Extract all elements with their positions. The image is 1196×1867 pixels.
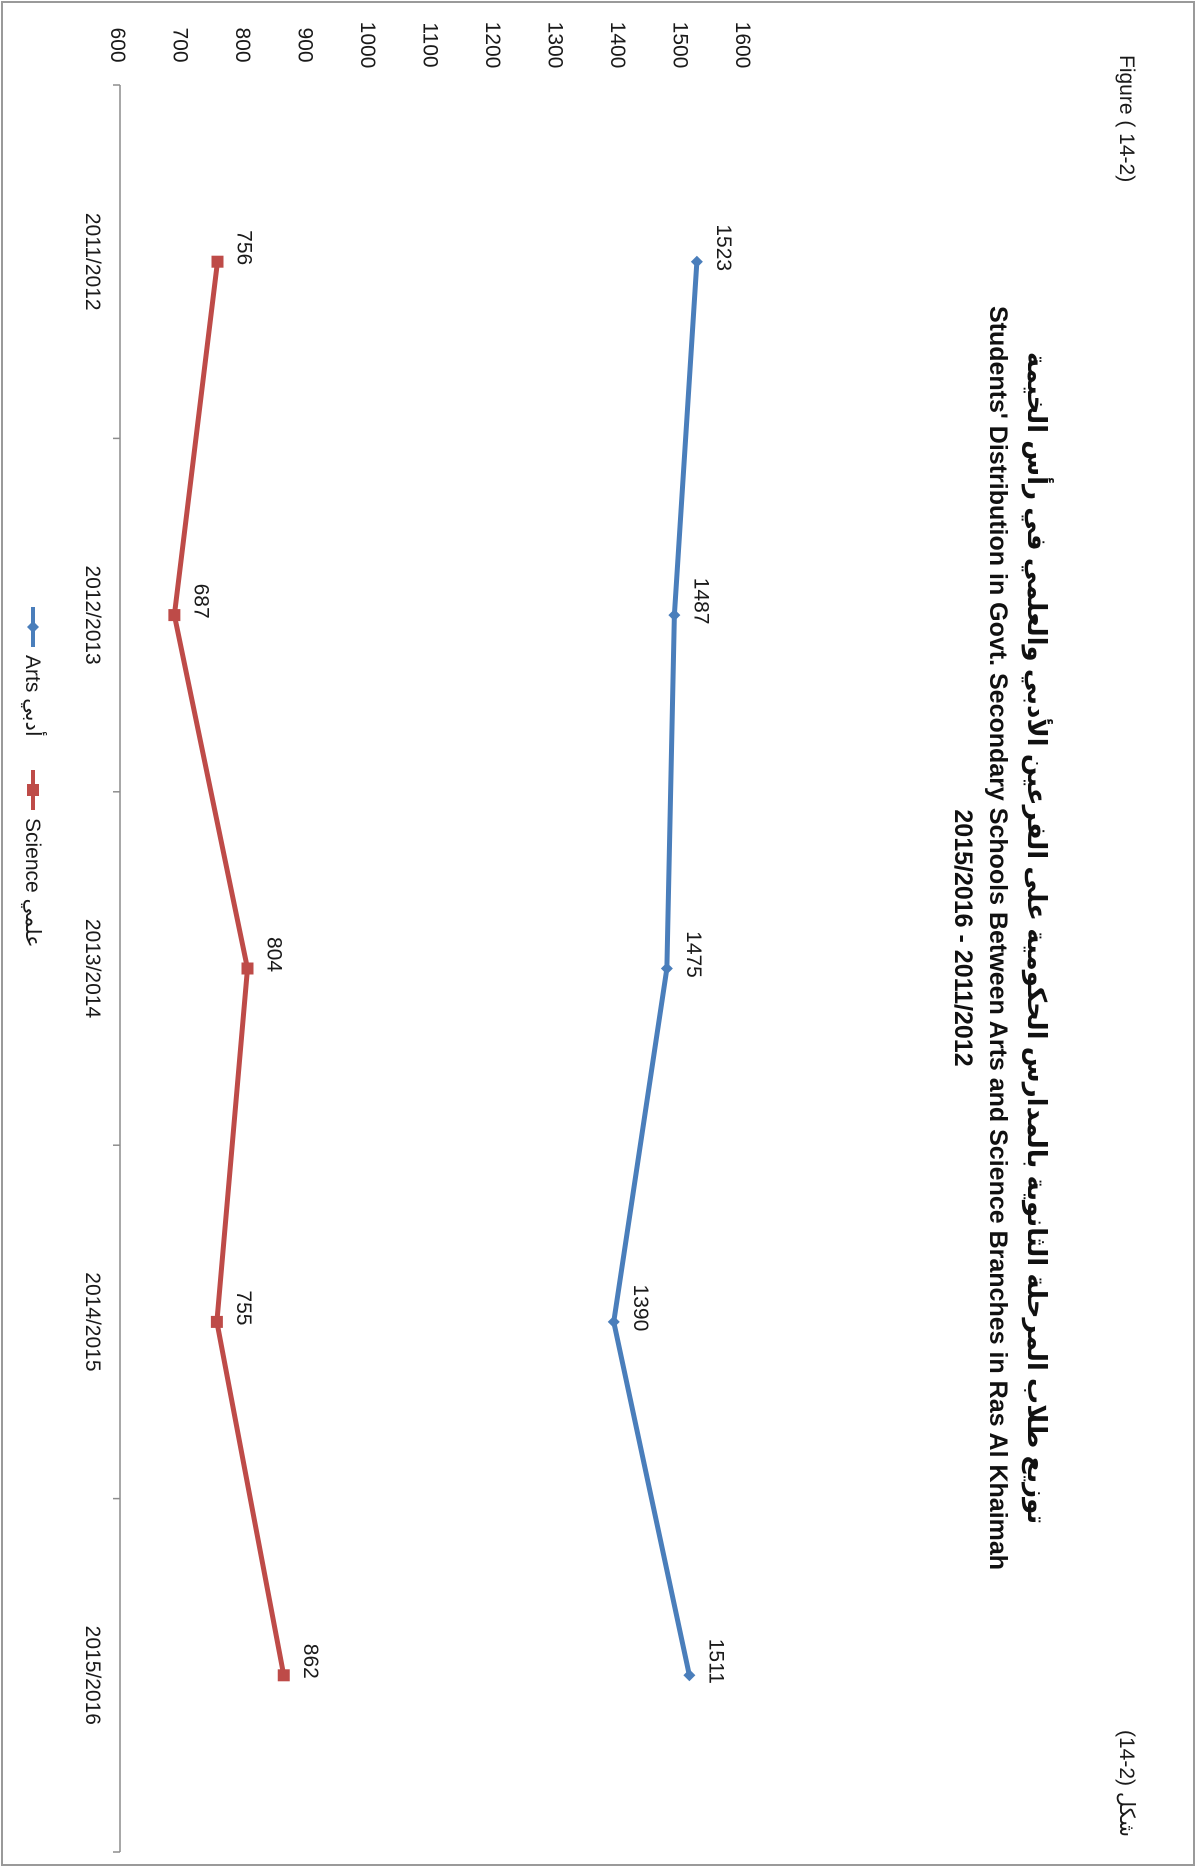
data-label: 1523 (712, 224, 735, 271)
data-point-arts (607, 1315, 620, 1328)
series-group: 1523 1487 1475 1390 1511 756 687 804 755 862 (168, 224, 735, 1684)
data-label: 1511 (704, 1639, 727, 1684)
category-label: 2013/2014 (81, 919, 104, 1019)
value-tick-label: 700 (169, 27, 192, 62)
data-point-science (277, 1669, 290, 1682)
category-label: 2015/2016 (81, 1626, 104, 1725)
legend: Arts أدبي Science علمي (21, 607, 47, 948)
figure-label-ar: شكل (2-14) (1115, 1730, 1138, 1837)
data-point-science (168, 609, 181, 622)
data-point-science (241, 962, 254, 975)
figure-label-en: Figure ( 14-2) (1115, 55, 1138, 182)
data-point-arts (690, 255, 703, 268)
legend-marker-diamond (27, 621, 39, 633)
data-point-science (211, 255, 224, 268)
value-tick-label: 1600 (731, 22, 754, 69)
data-label: 687 (189, 584, 212, 619)
value-tick-label: 800 (231, 27, 254, 62)
data-label: 804 (263, 937, 286, 972)
axes-group: 600 700 800 900 1000 1100 1200 1300 1400 1500 1600… (81, 22, 754, 1853)
data-label: 862 (299, 1644, 322, 1679)
value-tick-label: 1500 (669, 22, 692, 69)
data-label: 1487 (689, 578, 712, 625)
value-tick-label: 1000 (356, 22, 379, 69)
category-label: 2014/2015 (81, 1272, 104, 1371)
value-tick-label: 1300 (544, 22, 567, 69)
data-point-science (210, 1315, 223, 1328)
chart-title-en: Students' Distribution in Govt. Secondar… (984, 306, 1012, 1570)
category-label: 2011/2012 (81, 213, 104, 311)
value-tick-label: 1100 (419, 22, 442, 67)
data-label: 1475 (682, 931, 705, 978)
value-tick-label: 1400 (606, 22, 629, 69)
data-point-arts (660, 962, 673, 975)
data-label: 756 (233, 230, 256, 265)
legend-label-science: Science علمي (21, 818, 44, 948)
data-label: 755 (232, 1290, 255, 1325)
data-point-arts (668, 609, 681, 622)
category-label: 2012/2013 (81, 565, 104, 664)
data-label: 1390 (629, 1285, 652, 1332)
value-tick-label: 1200 (481, 22, 504, 69)
legend-marker-square (27, 784, 39, 796)
value-tick-label: 900 (294, 27, 317, 62)
chart-title-ar: توزيع طلاب المرحلة الثانوية بالمدارس الح… (1021, 352, 1054, 1524)
legend-label-arts: Arts أدبي (21, 655, 47, 737)
chart-subtitle: 2015/2016 - 2011/2012 (949, 809, 977, 1066)
data-point-arts (683, 1669, 696, 1682)
value-tick-label: 600 (106, 27, 129, 62)
